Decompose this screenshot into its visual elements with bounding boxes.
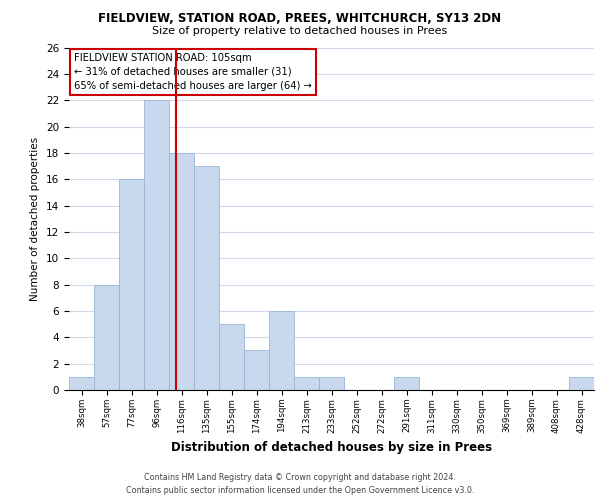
Bar (294, 377, 319, 390)
Bar (119, 179, 144, 390)
X-axis label: Distribution of detached houses by size in Prees: Distribution of detached houses by size … (171, 441, 492, 454)
Bar (244, 350, 269, 390)
Bar (169, 153, 194, 390)
Text: Contains public sector information licensed under the Open Government Licence v3: Contains public sector information licen… (126, 486, 474, 495)
Bar (394, 377, 419, 390)
Y-axis label: Number of detached properties: Number of detached properties (31, 136, 40, 301)
Text: Size of property relative to detached houses in Prees: Size of property relative to detached ho… (152, 26, 448, 36)
Bar (69, 377, 94, 390)
Bar (319, 377, 344, 390)
Text: FIELDVIEW, STATION ROAD, PREES, WHITCHURCH, SY13 2DN: FIELDVIEW, STATION ROAD, PREES, WHITCHUR… (98, 12, 502, 24)
Bar (569, 377, 594, 390)
Bar (194, 166, 219, 390)
Text: Contains HM Land Registry data © Crown copyright and database right 2024.: Contains HM Land Registry data © Crown c… (144, 472, 456, 482)
Bar (269, 311, 294, 390)
Text: FIELDVIEW STATION ROAD: 105sqm
← 31% of detached houses are smaller (31)
65% of : FIELDVIEW STATION ROAD: 105sqm ← 31% of … (74, 52, 312, 90)
Bar (219, 324, 244, 390)
Bar (94, 284, 119, 390)
Bar (144, 100, 169, 390)
